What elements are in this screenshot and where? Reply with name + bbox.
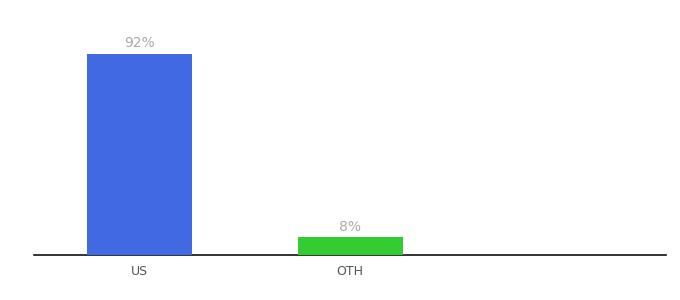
Text: 8%: 8% <box>339 220 361 234</box>
Text: 92%: 92% <box>124 36 155 50</box>
Bar <box>87 53 192 255</box>
Bar <box>298 238 403 255</box>
